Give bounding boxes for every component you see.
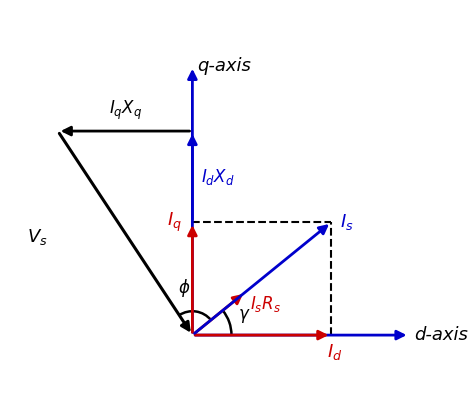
Text: $I_q$: $I_q$ xyxy=(167,211,182,234)
Text: $I_d$: $I_d$ xyxy=(327,342,343,362)
Text: $I_sR_s$: $I_sR_s$ xyxy=(250,294,281,314)
Text: q-axis: q-axis xyxy=(198,57,252,75)
Text: d-axis: d-axis xyxy=(415,326,468,344)
Text: $\phi$: $\phi$ xyxy=(178,277,191,299)
Text: $V_s$: $V_s$ xyxy=(27,227,47,247)
Text: $I_qX_q$: $I_qX_q$ xyxy=(109,99,142,122)
Text: $I_dX_d$: $I_dX_d$ xyxy=(201,166,235,186)
Text: $I_s$: $I_s$ xyxy=(340,212,354,232)
Text: $\gamma$: $\gamma$ xyxy=(237,307,250,325)
